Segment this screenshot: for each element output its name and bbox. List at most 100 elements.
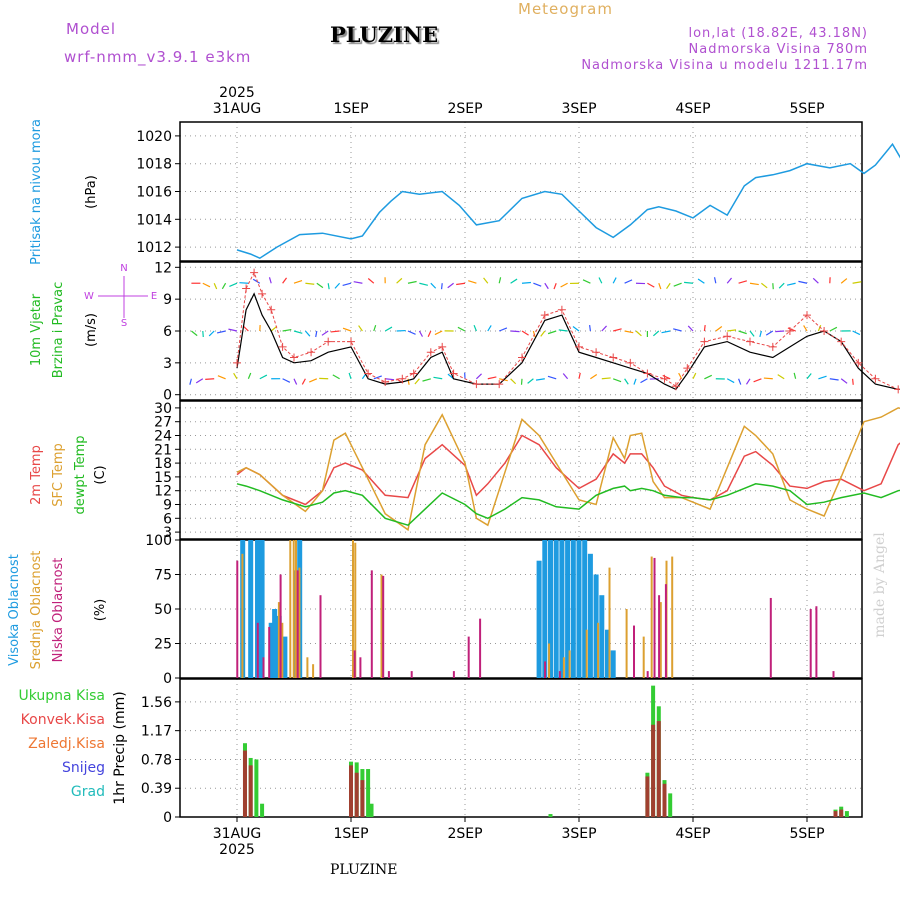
wind-arrow bbox=[761, 282, 768, 289]
cloud-bar-low bbox=[809, 609, 812, 678]
wind-gust-marker bbox=[700, 337, 709, 346]
wind-arrow bbox=[661, 330, 671, 334]
dewpt-line bbox=[236, 483, 900, 527]
wind-gust-marker bbox=[409, 369, 418, 378]
ytick-label-precipitation: 1.17 bbox=[141, 724, 172, 740]
wind-arrow bbox=[778, 282, 785, 289]
xtick-label-bottom: 2SEP bbox=[447, 826, 482, 842]
cloud-bar-high bbox=[248, 540, 254, 678]
ytick-label-clouds: 75 bbox=[154, 568, 172, 584]
cloud-bar-mid bbox=[354, 542, 357, 678]
wind-gust-marker bbox=[854, 358, 863, 367]
wind-arrow bbox=[662, 374, 671, 380]
wind-arrow bbox=[384, 326, 393, 332]
wind-arrow bbox=[434, 330, 443, 336]
wind-gust-marker bbox=[785, 327, 794, 335]
cloud-bar-low bbox=[296, 570, 299, 678]
cloud-bar-mid bbox=[380, 574, 383, 678]
wind-gust-marker bbox=[290, 353, 298, 362]
precip-bar bbox=[349, 765, 353, 817]
ytick-label-wind: 12 bbox=[154, 260, 172, 276]
wind-arrow bbox=[189, 378, 192, 385]
wind-gust-marker bbox=[723, 332, 732, 341]
cloud-bar-low bbox=[359, 657, 362, 678]
wind-arrow bbox=[562, 373, 569, 380]
wind-arrow bbox=[553, 283, 557, 290]
cloud-bar-mid bbox=[548, 643, 551, 678]
wind-arrow bbox=[697, 278, 705, 284]
wind-arrow bbox=[572, 326, 580, 332]
wind-arrow bbox=[407, 280, 417, 284]
wind-arrow bbox=[624, 279, 633, 284]
wind-arrow bbox=[414, 378, 420, 385]
wind-arrow bbox=[309, 378, 318, 383]
wind-gust-marker bbox=[643, 369, 652, 378]
cloud-bar-high bbox=[272, 609, 278, 678]
wind-gust-marker bbox=[324, 337, 333, 346]
cloud-bar-high bbox=[255, 540, 261, 678]
temp2m-line bbox=[236, 434, 900, 506]
wind-arrow bbox=[852, 330, 861, 336]
xtick-label-top: 3SEP bbox=[561, 101, 596, 117]
ytick-label-temperature: 15 bbox=[154, 470, 172, 486]
ytick-label-temperature: 21 bbox=[154, 442, 172, 458]
sfc-temp-line bbox=[236, 407, 900, 532]
wind-arrow bbox=[293, 279, 303, 284]
cloud-bar-low bbox=[268, 626, 271, 678]
wind-arrow bbox=[367, 278, 375, 284]
cloud-bar-low bbox=[664, 584, 667, 678]
cloud-bar-low bbox=[236, 560, 239, 678]
wind-arrow bbox=[419, 282, 428, 286]
ytick-label-pressure: 1016 bbox=[136, 185, 172, 201]
wind-arrow bbox=[612, 378, 622, 383]
wind-arrow bbox=[703, 324, 706, 332]
compass-west: W bbox=[84, 291, 94, 302]
wind-arrow bbox=[533, 282, 542, 287]
wind-gust-marker bbox=[803, 311, 811, 320]
wind-arrow bbox=[652, 330, 660, 337]
cloud-bar-mid bbox=[298, 567, 301, 678]
wind-gust-marker bbox=[609, 353, 618, 362]
cloud-bar-mid bbox=[585, 629, 588, 678]
precip-bar bbox=[242, 750, 247, 817]
cloud-bar-low bbox=[558, 671, 561, 678]
xtick-label-bottom: 3SEP bbox=[561, 826, 596, 842]
wind-arrow bbox=[268, 277, 272, 284]
wind-gust-marker bbox=[364, 369, 373, 378]
wind-arrow bbox=[684, 281, 694, 284]
wind-arrow bbox=[527, 378, 534, 384]
wind-arrow bbox=[829, 326, 838, 332]
cloud-bar-low bbox=[544, 661, 547, 678]
wind-gust-marker bbox=[495, 380, 504, 389]
panel-frame-wind bbox=[179, 261, 863, 401]
wind-arrow bbox=[304, 330, 311, 337]
cloud-bar-low bbox=[832, 671, 835, 678]
wind-arrow bbox=[560, 282, 568, 288]
wind-gust-marker bbox=[575, 342, 583, 351]
ytick-label-clouds: 100 bbox=[145, 533, 172, 549]
wind-arrow bbox=[793, 372, 797, 379]
wind-arrow bbox=[228, 328, 238, 332]
wind-axis-title: 10m Vjetar bbox=[29, 293, 44, 366]
ytick-label-wind: 0 bbox=[163, 388, 172, 404]
precip-bar bbox=[548, 814, 553, 817]
cloud-bar-mid bbox=[671, 556, 674, 678]
wind-gust-marker bbox=[837, 337, 846, 346]
precip-bar bbox=[668, 793, 673, 817]
wind-gust-marker bbox=[683, 364, 692, 373]
precip-bar bbox=[656, 721, 661, 817]
wind-arrow bbox=[798, 280, 808, 284]
precip-bar bbox=[844, 811, 849, 817]
year-label-bottom: 2025 bbox=[219, 842, 255, 858]
wind-arrow bbox=[422, 378, 431, 382]
ytick-label-clouds: 50 bbox=[154, 602, 172, 618]
wind-gust-marker bbox=[871, 374, 880, 383]
ytick-label-clouds: 0 bbox=[163, 671, 172, 687]
wind-arrow bbox=[678, 372, 683, 380]
wind-arrow bbox=[738, 330, 747, 335]
wind-arrow bbox=[745, 378, 751, 385]
cloud-bar-low bbox=[319, 595, 322, 678]
year-label-top: 2025 bbox=[219, 85, 255, 101]
wind-arrow bbox=[713, 277, 717, 284]
panel-frame-precipitation bbox=[179, 678, 863, 818]
